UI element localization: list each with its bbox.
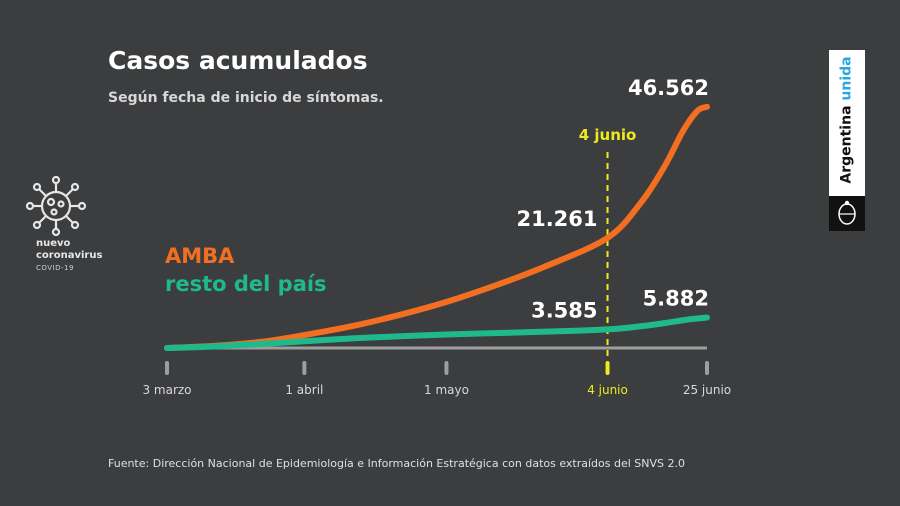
brand-word-1: Argentina <box>839 105 855 184</box>
data-label: 46.562 <box>628 76 709 100</box>
data-label: 3.585 <box>531 298 597 322</box>
coronavirus-badge: nuevo coronavirus COVID-19 <box>36 238 102 274</box>
badge-line-1: nuevo <box>36 238 71 249</box>
series-line-amba <box>164 103 710 351</box>
x-tick-label: 25 junio <box>683 383 731 397</box>
badge-line-3: COVID-19 <box>36 264 74 272</box>
marker-label: 4 junio <box>579 126 637 144</box>
x-tick-label: 1 abril <box>285 383 323 397</box>
series-line-resto <box>164 314 710 351</box>
data-label: 5.882 <box>643 287 709 311</box>
x-tick-label: 4 junio <box>587 383 628 397</box>
badge-line-2: coronavirus <box>36 250 103 261</box>
coat-of-arms-icon <box>829 196 865 231</box>
legend-amba: AMBA <box>165 244 235 268</box>
coronavirus-icon <box>25 175 87 237</box>
legend-resto: resto del país <box>165 272 327 296</box>
source-note: Fuente: Dirección Nacional de Epidemiolo… <box>108 457 686 470</box>
chart-title: Casos acumulados <box>108 46 368 75</box>
chart-subtitle: Según fecha de inicio de síntomas. <box>108 90 384 106</box>
data-label: 21.261 <box>516 207 597 231</box>
brand-word-2: unida <box>839 56 855 101</box>
x-tick-label: 1 mayo <box>424 383 469 397</box>
x-tick-label: 3 marzo <box>142 383 191 397</box>
